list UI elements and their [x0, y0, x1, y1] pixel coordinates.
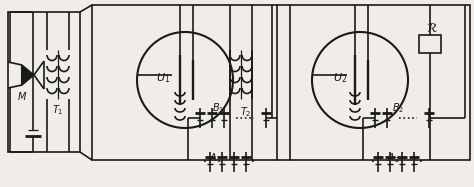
- Text: $U_1$: $U_1$: [156, 71, 170, 85]
- Bar: [419, 35, 441, 53]
- Bar: [92, 5, 277, 160]
- Text: $T_2$: $T_2$: [240, 105, 252, 119]
- Text: $A_1$: $A_1$: [209, 151, 221, 165]
- Text: $B_2$: $B_2$: [392, 101, 404, 115]
- Text: $T_1$: $T_1$: [52, 103, 64, 117]
- Text: M: M: [18, 92, 26, 102]
- Text: $U_2$: $U_2$: [333, 71, 347, 85]
- Text: $B_1$: $B_1$: [212, 101, 224, 115]
- Polygon shape: [22, 65, 34, 85]
- Text: $A_2$: $A_2$: [387, 151, 400, 165]
- Bar: [290, 5, 470, 160]
- Text: $\mathcal{R}$: $\mathcal{R}$: [426, 22, 438, 34]
- Bar: [8, 12, 80, 152]
